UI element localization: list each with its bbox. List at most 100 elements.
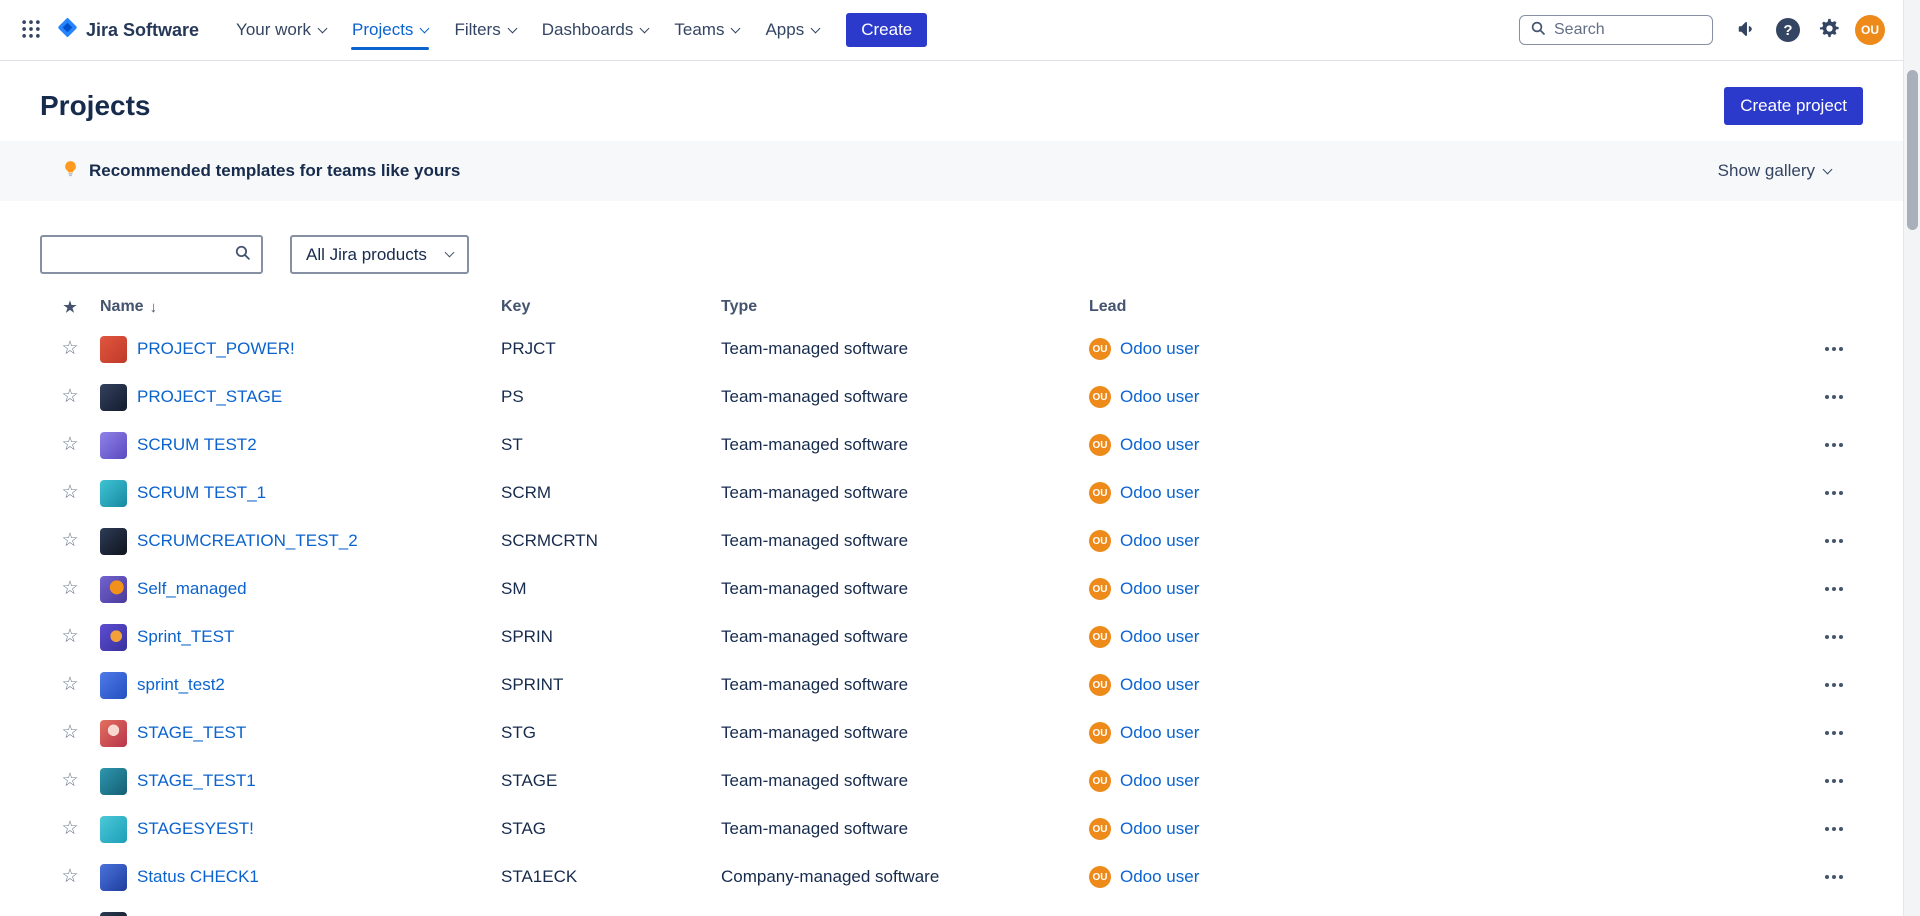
lead-link[interactable]: Odoo user (1120, 579, 1200, 598)
more-actions-button[interactable] (1817, 526, 1851, 556)
project-name-link[interactable]: PROJECT_POWER! (137, 339, 295, 358)
more-actions-button[interactable] (1817, 814, 1851, 844)
scrollbar-thumb[interactable] (1907, 70, 1918, 230)
more-actions-button[interactable] (1817, 430, 1851, 460)
app-switcher-button[interactable] (12, 11, 50, 49)
project-key: SM (501, 579, 527, 598)
table-row: ☆ SCRUM TEST_1 SCRM Team-managed softwar… (40, 469, 1851, 517)
project-name-link[interactable]: SCRUMCREATION_TEST_2 (137, 531, 358, 550)
show-gallery-button[interactable]: Show gallery (1718, 161, 1833, 181)
lead-link[interactable]: Odoo user (1120, 387, 1200, 406)
project-name-link[interactable]: Sprint_TEST (137, 627, 235, 646)
star-icon[interactable]: ☆ (61, 386, 79, 407)
project-name-link[interactable]: SCRUM TEST2 (137, 435, 257, 454)
lead-link[interactable]: Odoo user (1120, 483, 1200, 502)
global-search-input[interactable] (1554, 21, 1702, 39)
more-actions-button[interactable] (1817, 334, 1851, 364)
project-name-link[interactable]: PROJECT_STAGE (137, 387, 283, 406)
product-filter-dropdown[interactable]: All Jira products (290, 235, 469, 274)
more-actions-button[interactable] (1817, 766, 1851, 796)
star-icon[interactable]: ☆ (61, 626, 79, 647)
top-navbar: Jira Software Your work Projects Filters… (0, 0, 1903, 61)
more-actions-button[interactable] (1817, 718, 1851, 748)
star-icon[interactable]: ☆ (61, 866, 79, 887)
nav-item-teams[interactable]: Teams (661, 0, 752, 61)
nav-item-your-work[interactable]: Your work (223, 0, 339, 61)
lead-link[interactable]: Odoo user (1120, 771, 1200, 790)
nav-item-apps[interactable]: Apps (752, 0, 832, 61)
lead-column-header[interactable]: Lead (1089, 298, 1127, 315)
settings-button[interactable] (1812, 13, 1846, 47)
key-column-header[interactable]: Key (501, 298, 531, 315)
global-search[interactable] (1519, 15, 1713, 45)
more-actions-button[interactable] (1817, 382, 1851, 412)
nav-item-projects[interactable]: Projects (339, 0, 441, 61)
project-key: SPRIN (501, 627, 553, 646)
create-project-button[interactable]: Create project (1724, 87, 1863, 125)
chevron-down-icon (1822, 164, 1833, 174)
project-avatar (100, 335, 127, 363)
user-avatar-button[interactable]: OU (1853, 13, 1887, 47)
project-key: SCRMCRTN (501, 531, 598, 550)
star-icon[interactable]: ☆ (61, 338, 79, 359)
help-button[interactable]: ? (1771, 13, 1805, 47)
star-icon[interactable]: ☆ (61, 722, 79, 743)
project-key: PRJCT (501, 339, 556, 358)
star-icon[interactable]: ☆ (61, 530, 79, 551)
project-search-field[interactable] (40, 235, 263, 274)
project-avatar (100, 671, 127, 699)
chevron-down-icon (317, 23, 328, 33)
vertical-scrollbar[interactable] (1903, 0, 1920, 916)
lead-link[interactable]: Odoo user (1120, 723, 1200, 742)
more-actions-button[interactable] (1817, 574, 1851, 604)
nav-item-filters[interactable]: Filters (441, 0, 528, 61)
project-type: Team-managed software (721, 819, 909, 838)
lead-link[interactable]: Odoo user (1120, 339, 1200, 358)
star-icon[interactable]: ☆ (61, 578, 79, 599)
project-name-link[interactable]: STAGESYEST! (137, 819, 254, 838)
more-actions-button[interactable] (1817, 622, 1851, 652)
project-type: Team-managed software (721, 531, 909, 550)
project-key: ST (501, 435, 523, 454)
navbar-right: ? OU (1519, 13, 1887, 47)
create-button[interactable]: Create (846, 13, 928, 47)
nav-item-dashboards[interactable]: Dashboards (529, 0, 662, 61)
name-column-header[interactable]: Name ↓ (100, 298, 158, 316)
chevron-down-icon (639, 23, 650, 33)
star-icon[interactable]: ☆ (61, 818, 79, 839)
more-actions-button[interactable] (1817, 670, 1851, 700)
project-key: SCRM (501, 483, 552, 502)
lead-link[interactable]: Odoo user (1120, 819, 1200, 838)
project-name-link[interactable]: SCRUM TEST_1 (137, 483, 267, 502)
table-row: ☆ PROJECT_POWER! PRJCT Team-managed soft… (40, 325, 1851, 373)
lead-link[interactable]: Odoo user (1120, 867, 1200, 886)
table-row: ☆ SCRUM TEST2 ST Team-managed software O… (40, 421, 1851, 469)
filter-row: All Jira products (40, 235, 1863, 274)
star-icon[interactable]: ☆ (61, 482, 79, 503)
more-actions-button[interactable] (1817, 862, 1851, 892)
star-column-header[interactable]: ★ (63, 299, 77, 316)
type-column-header[interactable]: Type (721, 298, 758, 315)
gear-icon (1818, 17, 1841, 43)
star-icon[interactable]: ☆ (61, 674, 79, 695)
project-avatar (100, 863, 127, 891)
lead-link[interactable]: Odoo user (1120, 627, 1200, 646)
project-avatar (100, 719, 127, 747)
project-name-link[interactable]: Status CHECK1 (137, 867, 259, 886)
project-name-link[interactable]: sprint_test2 (137, 675, 225, 694)
project-name-link[interactable]: STAGE_TEST1 (137, 771, 256, 790)
star-icon[interactable]: ☆ (61, 434, 79, 455)
more-actions-button[interactable] (1817, 910, 1851, 916)
project-name-link[interactable]: Self_managed (137, 579, 247, 598)
lead-link[interactable]: Odoo user (1120, 675, 1200, 694)
project-search-input[interactable] (52, 245, 234, 264)
lead-link[interactable]: Odoo user (1120, 531, 1200, 550)
lead-link[interactable]: Odoo user (1120, 435, 1200, 454)
jira-logo[interactable]: Jira Software (50, 16, 209, 44)
more-actions-button[interactable] (1817, 478, 1851, 508)
star-icon[interactable]: ☆ (61, 770, 79, 791)
announcements-button[interactable] (1730, 13, 1764, 47)
lightbulb-icon (62, 160, 79, 182)
project-name-link[interactable]: STAGE_TEST (137, 723, 247, 742)
